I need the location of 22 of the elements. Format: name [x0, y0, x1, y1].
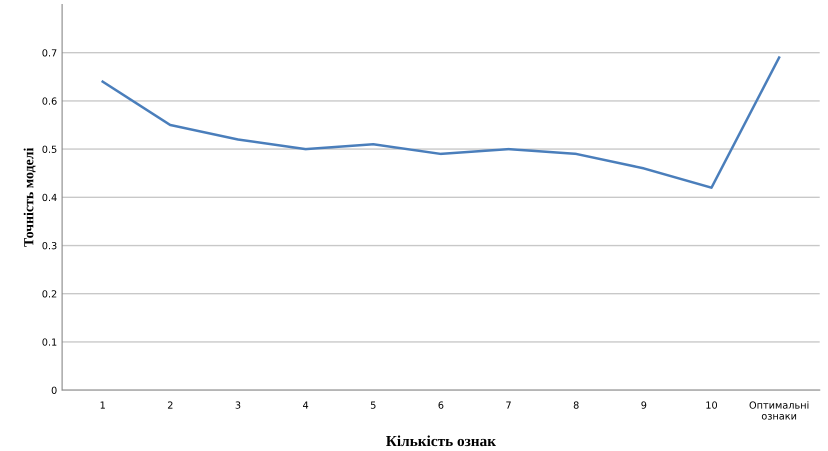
y-tick-label: 0	[52, 386, 57, 394]
y-tick-label: 0.2	[42, 290, 56, 298]
y-axis-title: Точність моделі	[24, 148, 36, 247]
x-tick-label: Оптимальні ознаки	[750, 401, 808, 420]
x-tick-label: 6	[438, 401, 444, 409]
line-series	[101, 56, 780, 189]
y-tick-label: 0.1	[42, 338, 56, 346]
x-tick-label: 3	[236, 401, 240, 409]
x-tick-label: 10	[706, 401, 718, 409]
x-axis-title: Кількість ознак	[386, 435, 496, 446]
y-tick-label: 0.3	[42, 242, 56, 250]
y-tick-label: 0.7	[42, 49, 56, 57]
x-tick-label: 7	[506, 402, 511, 409]
y-tick-label: 0.4	[42, 194, 57, 202]
x-tick-label: 5	[370, 402, 376, 409]
x-tick-label: 4	[303, 402, 308, 409]
x-tick-label: 9	[641, 401, 646, 409]
y-tick-label: 0.6	[42, 97, 57, 105]
x-tick-label: 8	[574, 401, 579, 409]
x-tick-label: 1	[100, 402, 105, 409]
x-tick-label: 2	[168, 401, 172, 409]
y-tick-label: 0.5	[42, 146, 56, 153]
